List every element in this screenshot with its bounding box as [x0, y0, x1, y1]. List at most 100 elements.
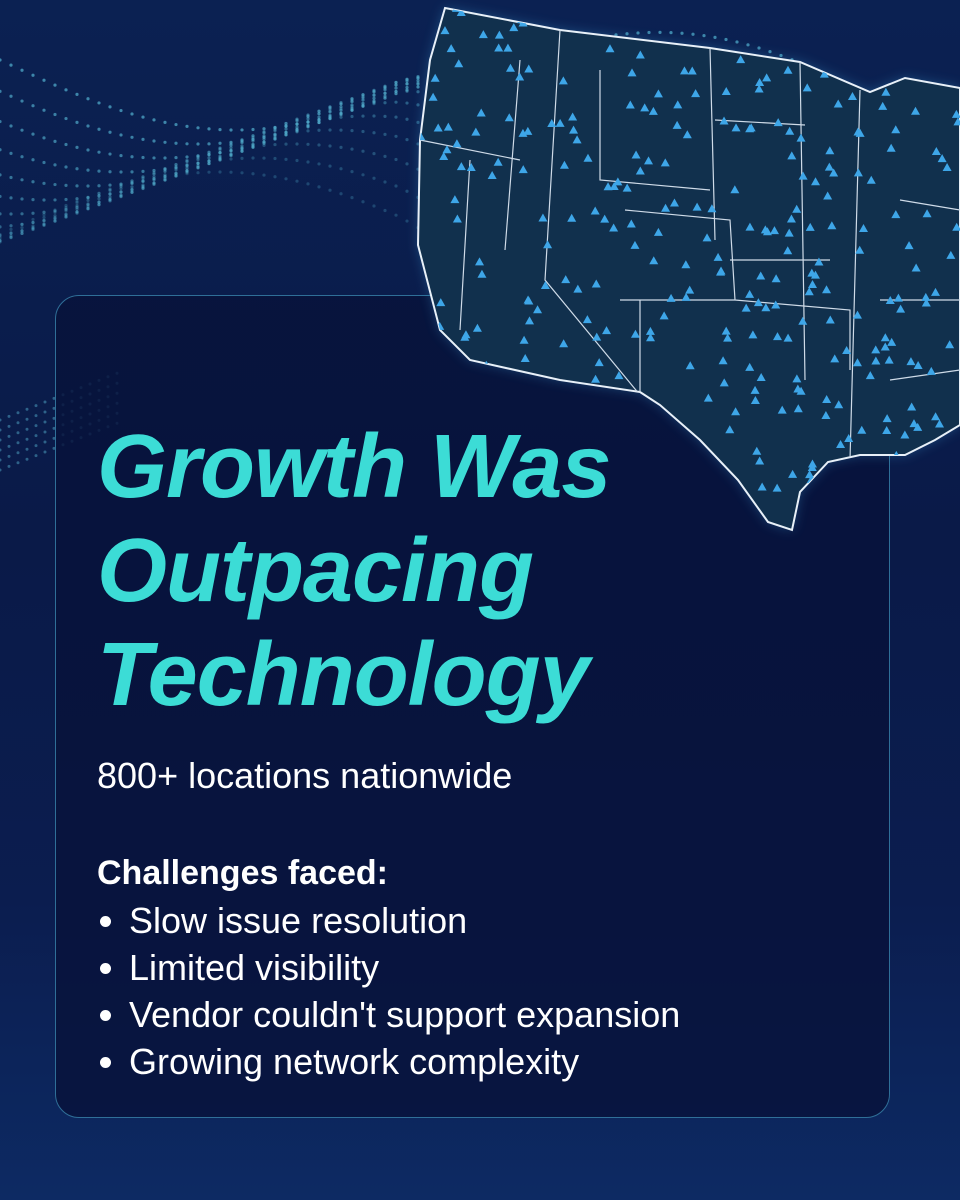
marker [520, 353, 530, 362]
marker [543, 240, 553, 249]
marker [540, 280, 550, 289]
marker [523, 126, 533, 135]
marker [583, 153, 593, 162]
marker [591, 374, 601, 383]
marker [792, 374, 802, 383]
marker [825, 315, 835, 324]
marker [741, 303, 751, 312]
marker [602, 326, 612, 335]
marker [783, 246, 793, 255]
marker [836, 439, 846, 448]
marker [756, 271, 766, 280]
marker [555, 118, 565, 127]
marker [885, 295, 895, 304]
marker [545, 381, 555, 390]
marker [830, 354, 840, 363]
marker [635, 50, 645, 59]
marker [822, 395, 832, 404]
marker [844, 433, 854, 442]
marker [559, 160, 569, 169]
marker [428, 92, 438, 101]
marker [782, 26, 792, 35]
marker [907, 402, 917, 411]
marker [533, 305, 543, 314]
marker [439, 151, 449, 160]
marker [827, 221, 837, 230]
marker [653, 227, 663, 236]
marker [691, 89, 701, 98]
marker [721, 326, 731, 335]
marker [476, 108, 486, 117]
marker [899, 494, 909, 503]
marker [558, 76, 568, 85]
marker [842, 346, 852, 355]
marker [446, 44, 456, 53]
marker [627, 14, 637, 23]
marker [725, 425, 735, 434]
marker [648, 106, 658, 115]
marker [882, 414, 892, 423]
marker [660, 158, 670, 167]
marker [627, 68, 637, 77]
marker [519, 335, 529, 344]
marker [669, 198, 679, 207]
marker [935, 419, 945, 428]
marker [452, 139, 462, 148]
marker [582, 315, 592, 324]
marker [823, 191, 833, 200]
marker [784, 228, 794, 237]
marker [559, 339, 569, 348]
marker [681, 260, 691, 269]
marker [852, 310, 862, 319]
marker [906, 357, 916, 366]
marker [922, 209, 932, 218]
marker [829, 168, 839, 177]
marker [751, 11, 761, 20]
marker [702, 233, 712, 242]
marker [493, 157, 503, 166]
marker [844, 9, 854, 18]
marker [494, 43, 504, 52]
marker [748, 330, 758, 339]
marker [884, 355, 894, 364]
marker [880, 333, 890, 342]
marker [945, 340, 955, 349]
marker [460, 332, 470, 341]
marker [707, 204, 717, 213]
marker [672, 120, 682, 129]
marker [881, 87, 891, 96]
marker [713, 252, 723, 261]
marker [626, 219, 636, 228]
marker [891, 210, 901, 219]
marker [905, 31, 915, 40]
marker [822, 285, 832, 294]
marker [594, 358, 604, 367]
marker [808, 280, 818, 289]
marker [952, 42, 960, 51]
marker [762, 73, 772, 82]
marker [807, 462, 817, 471]
marker [454, 59, 464, 68]
marker [771, 300, 781, 309]
marker [716, 266, 726, 275]
marker [897, 22, 907, 31]
marker [494, 30, 504, 39]
marker [573, 284, 583, 293]
marker [525, 316, 535, 325]
marker [630, 240, 640, 249]
marker [825, 146, 835, 155]
marker [769, 226, 779, 235]
marker [785, 126, 795, 135]
marker [644, 156, 654, 165]
subtitle: 800+ locations nationwide [97, 755, 513, 796]
marker [450, 195, 460, 204]
marker [930, 40, 940, 49]
marker [904, 241, 914, 250]
marker [685, 285, 695, 294]
marker [547, 118, 557, 127]
marker [640, 103, 650, 112]
marker [745, 222, 755, 231]
marker [679, 66, 689, 75]
marker [753, 298, 763, 307]
marker [723, 333, 733, 342]
